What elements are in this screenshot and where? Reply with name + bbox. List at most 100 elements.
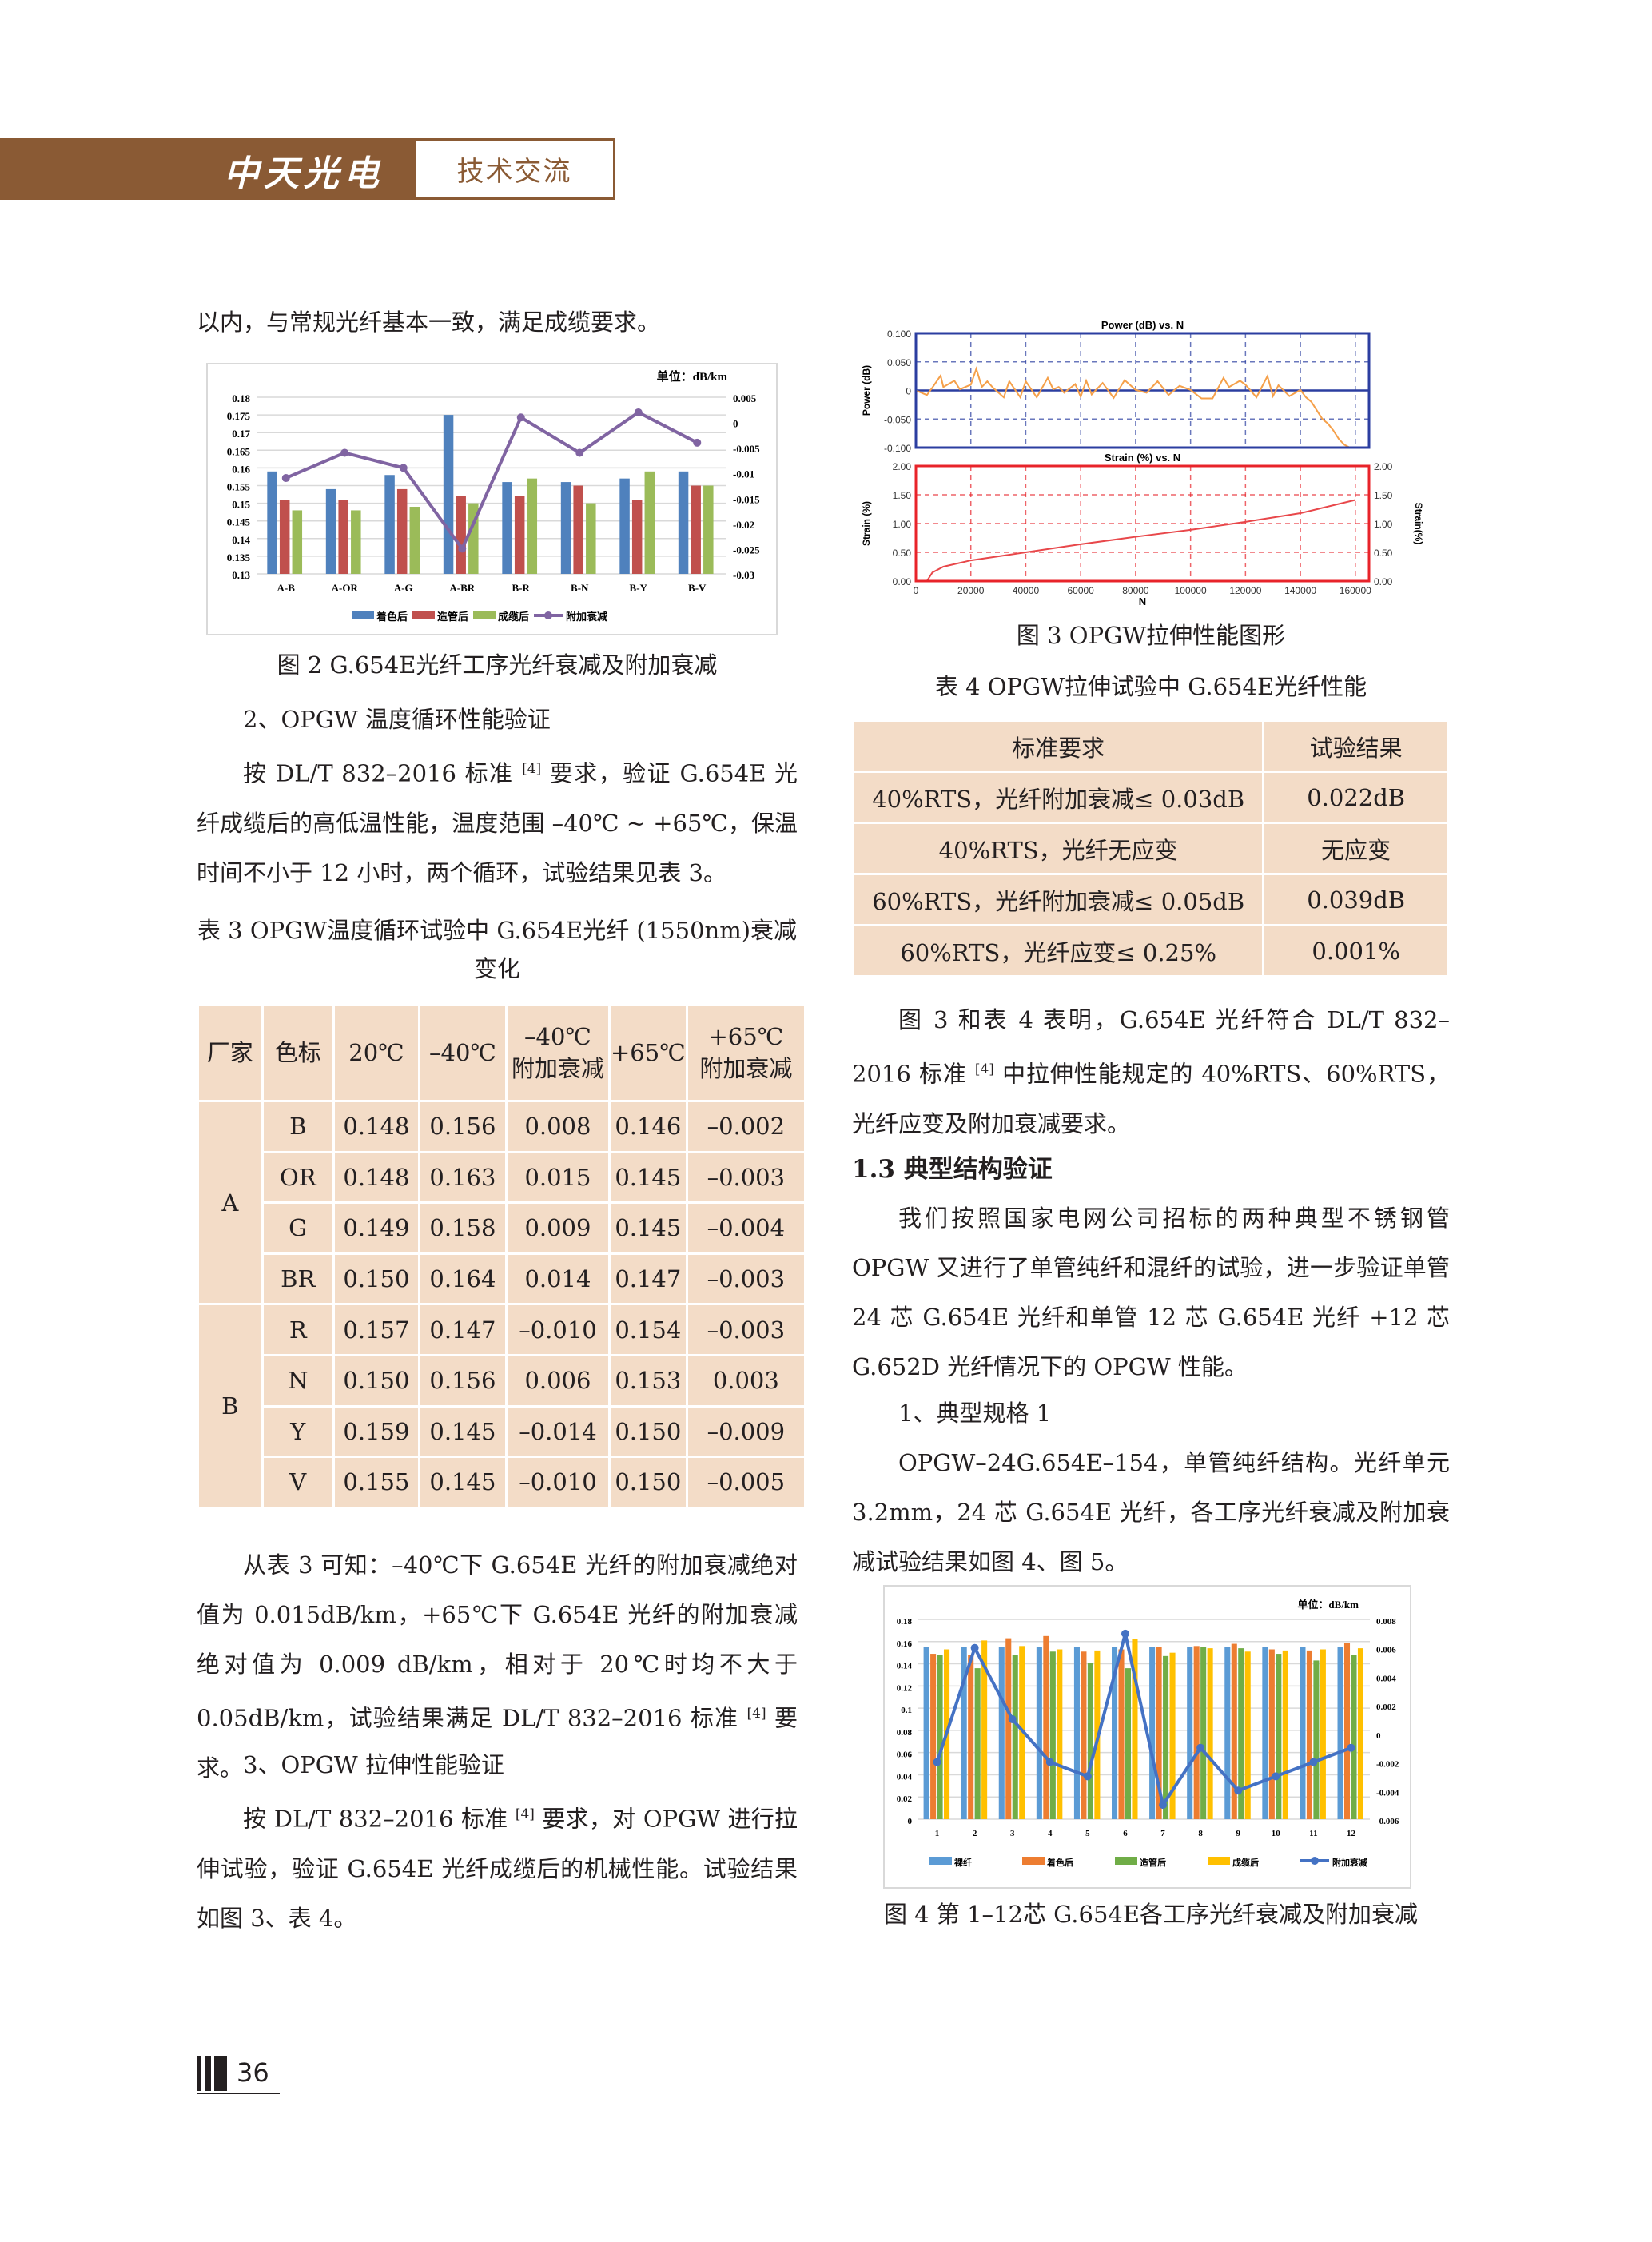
- table-row: 40%RTS，光纤无应变 无应变: [851, 822, 1450, 875]
- bar: [1112, 1647, 1118, 1819]
- legend-swatch: [1311, 1857, 1319, 1865]
- table-cell: 40%RTS，光纤附加衰减≤ 0.03dB: [851, 771, 1265, 824]
- table-row: 60%RTS，光纤附加衰减≤ 0.05dB 0.039dB: [851, 873, 1450, 926]
- bar: [1036, 1647, 1042, 1819]
- y2-tick-label: 0: [733, 418, 738, 430]
- paragraph: 按 DL/T 832–2016 标准 [4] 要求，验证 G.654E 光纤成缆…: [197, 759, 798, 886]
- line-point: [693, 438, 702, 447]
- line-point: [1008, 1715, 1017, 1723]
- table-row: 40%RTS，光纤附加衰减≤ 0.03dB 0.022dB: [851, 771, 1450, 824]
- column-header: –40℃ 附加衰减: [504, 1003, 611, 1102]
- legend-swatch: [1115, 1857, 1137, 1865]
- x-tick-label: 12: [1347, 1829, 1356, 1838]
- y-tick-label: 0.175: [227, 410, 251, 422]
- bar: [1132, 1639, 1138, 1819]
- table-cell: –0.005: [685, 1456, 807, 1509]
- table-cell: –0.003: [685, 1150, 807, 1205]
- table-cell: 0.150: [608, 1456, 688, 1509]
- x-tick-label: 7: [1160, 1829, 1165, 1838]
- x-tick-label: A-OR: [332, 582, 359, 594]
- bar: [1244, 1651, 1251, 1819]
- bar: [384, 475, 395, 574]
- bar: [1343, 1643, 1351, 1819]
- table-cell: 0.156: [417, 1353, 508, 1408]
- table-row: A B 0.148 0.156 0.008 0.146 –0.002: [197, 1099, 807, 1306]
- x-tick-label: 9: [1236, 1829, 1240, 1838]
- column-header: 试验结果: [1262, 719, 1450, 773]
- table-cell: 0.146: [608, 1100, 688, 1153]
- bar: [1169, 1652, 1176, 1819]
- column-header: 20℃: [332, 1003, 420, 1102]
- table-cell: –0.010: [504, 1456, 611, 1509]
- bar: [267, 471, 277, 574]
- x-tick-label: 40000: [1013, 585, 1040, 596]
- table-cell: 0.009: [504, 1201, 611, 1255]
- brand-logo: 中天光电: [224, 153, 384, 194]
- bar: [1268, 1649, 1275, 1819]
- table-cell: 0.039dB: [1262, 873, 1450, 926]
- bar: [1118, 1649, 1125, 1819]
- y2-tick-label: 1.50: [1374, 490, 1393, 501]
- figure-3-caption: 图 3 OPGW拉伸性能图形: [1016, 622, 1286, 649]
- bar: [325, 488, 336, 574]
- line-point: [575, 448, 584, 457]
- line-point: [1083, 1772, 1092, 1781]
- bar: [279, 500, 290, 574]
- y-tick-label: 2.00: [893, 461, 912, 472]
- chart-title: Strain (%) vs. N: [1105, 452, 1180, 464]
- table-cell: 0.150: [608, 1404, 688, 1459]
- table-cell: 0.145: [608, 1150, 688, 1205]
- y-tick-label: 0.50: [893, 548, 912, 559]
- legend-swatch: [352, 611, 374, 619]
- y2-tick-label: 0.005: [733, 392, 757, 404]
- table-cell: V: [261, 1456, 335, 1509]
- paragraph: 图 3 和表 4 表明，G.654E 光纤符合 DL/T 832–2016 标准…: [852, 1006, 1451, 1137]
- bar: [1193, 1646, 1200, 1819]
- y2-tick-label: -0.002: [1376, 1760, 1399, 1770]
- y-tick-label: -0.050: [884, 414, 911, 425]
- bar: [1057, 1649, 1063, 1819]
- bar: [396, 488, 408, 574]
- y2-tick-label: 0.004: [1376, 1674, 1396, 1683]
- line-series: [285, 410, 699, 552]
- y2-tick-label: 2.00: [1374, 461, 1393, 472]
- x-tick-label: 6: [1123, 1829, 1128, 1838]
- bar: [998, 1647, 1005, 1819]
- y-tick-label: 0.16: [897, 1639, 913, 1649]
- x-tick-label: B-R: [512, 582, 531, 594]
- y-tick-label: 0.13: [232, 569, 250, 581]
- y-tick-label: 0.14: [232, 534, 250, 546]
- table-cell: 40%RTS，光纤无应变: [851, 822, 1265, 875]
- plot-frame: [914, 332, 1371, 449]
- bar: [930, 1654, 937, 1819]
- x-tick-label: 2: [973, 1829, 977, 1838]
- legend-label: 附加衰减: [1332, 1857, 1367, 1868]
- bar: [1087, 1663, 1093, 1819]
- legend-swatch: [544, 611, 552, 619]
- y2-axis-label: Strain(%): [1413, 503, 1424, 545]
- y2-tick-label: -0.015: [733, 493, 760, 505]
- y2-tick-label: 0.002: [1376, 1702, 1396, 1712]
- bar: [502, 482, 512, 574]
- unit-label: 单位：dB/km: [657, 369, 728, 384]
- y-tick-label: 0.17: [232, 428, 250, 440]
- line-point: [933, 1758, 941, 1766]
- y2-tick-label: 0.008: [1376, 1617, 1396, 1627]
- y-tick-label: 0.135: [227, 552, 251, 563]
- bar: [1357, 1648, 1363, 1819]
- column-header: 标准要求: [851, 719, 1265, 773]
- table-3: 厂家 色标 20℃ –40℃ –40℃ 附加衰减 +65℃ +65℃ 附加衰减 A B 0.148…: [197, 1003, 807, 1509]
- bar: [527, 478, 538, 574]
- table-cell: –0.009: [685, 1404, 807, 1459]
- table-cell: 0.008: [504, 1100, 611, 1153]
- bar: [1156, 1647, 1162, 1819]
- line-point: [1159, 1801, 1168, 1810]
- bar: [981, 1640, 988, 1819]
- bar: [1313, 1660, 1320, 1819]
- table-row: 60%RTS，光纤应变≤ 0.25% 0.001%: [851, 924, 1450, 978]
- table-cell: 0.003: [685, 1353, 807, 1408]
- table-cell: –0.003: [685, 1252, 807, 1306]
- bar: [1081, 1651, 1087, 1819]
- table-cell: 0.145: [608, 1201, 688, 1255]
